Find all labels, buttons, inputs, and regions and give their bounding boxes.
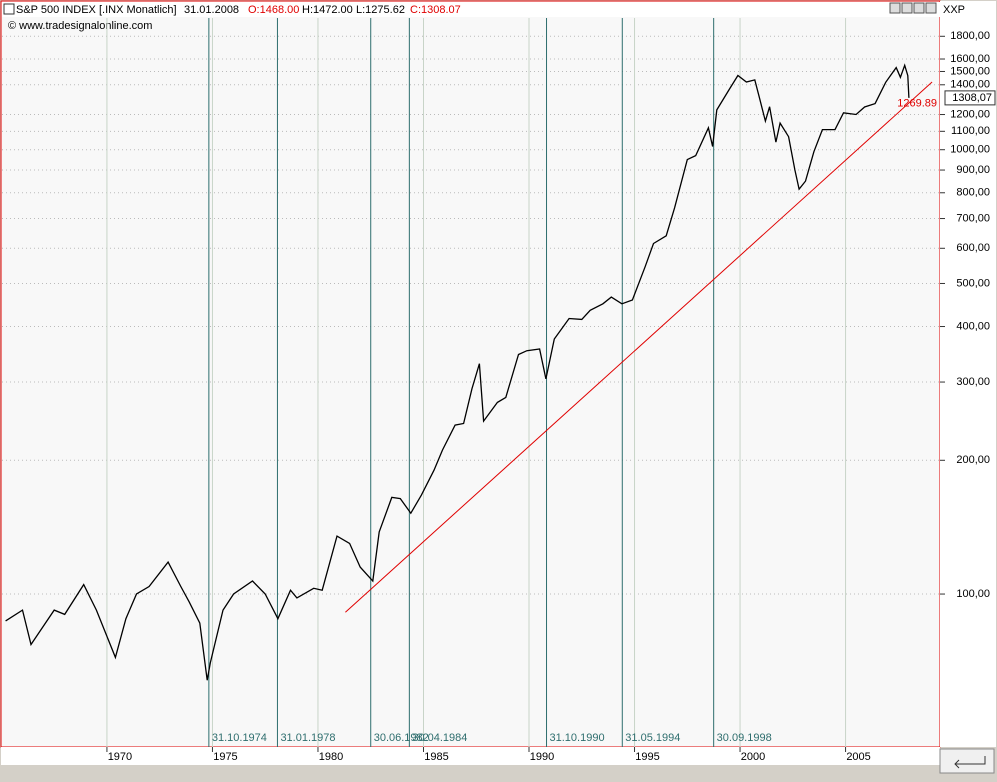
last-price-box — [944, 90, 996, 106]
x-tick-label: 1985 — [424, 751, 448, 763]
event-label: 31.10.1974 — [212, 732, 267, 744]
last-price-label: 1308,07 — [952, 92, 992, 104]
y-tick-label: 300,00 — [956, 376, 990, 388]
event-label: 30.06.1982 — [374, 732, 429, 744]
x-tick-label: 1980 — [319, 751, 343, 763]
return-icon — [954, 756, 986, 769]
x-tick-label: 1975 — [213, 751, 237, 763]
x-tick-label: 1995 — [635, 751, 659, 763]
button-close[interactable] — [925, 2, 937, 14]
y-tick-label: 1400,00 — [950, 79, 990, 91]
y-tick-label: 1200,00 — [950, 108, 990, 120]
button-next[interactable] — [901, 2, 913, 14]
price-line — [5, 63, 910, 681]
plot-area — [0, 0, 941, 748]
trendline — [345, 81, 933, 613]
y-tick-label: 200,00 — [956, 454, 990, 466]
source: © www.tradesignalonline.com — [8, 20, 152, 32]
button-restore[interactable] — [913, 2, 925, 14]
menu-icon[interactable] — [3, 3, 15, 15]
header-date: 31.01.2008 — [184, 4, 239, 16]
y-tick-label: 1800,00 — [950, 30, 990, 42]
event-label: 31.05.1994 — [625, 732, 680, 744]
y-tick-label: 900,00 — [956, 164, 990, 176]
y-tick-label: 700,00 — [956, 212, 990, 224]
x-tick-label: 2005 — [846, 751, 870, 763]
y-axis-panel — [940, 1, 996, 747]
header-high: H:1472.00 — [302, 4, 353, 16]
header-open: O:1468.00 — [248, 4, 299, 16]
event-label: 31.01.1978 — [280, 732, 335, 744]
y-tick-label: 1600,00 — [950, 53, 990, 65]
y-tick-label: 500,00 — [956, 277, 990, 289]
event-label: 30.04.1984 — [412, 732, 467, 744]
y-tick-label: 800,00 — [956, 187, 990, 199]
scroll-button[interactable] — [939, 748, 995, 774]
y-tick-label: 1000,00 — [950, 144, 990, 156]
header-low: L:1275.62 — [356, 4, 405, 16]
axis-code: XXP — [943, 4, 965, 16]
x-tick-label: 2000 — [741, 751, 765, 763]
header-close: C:1308.07 — [410, 4, 461, 16]
event-label: 31.10.1990 — [550, 732, 605, 744]
x-tick-label: 1990 — [530, 751, 554, 763]
y-tick-label: 600,00 — [956, 242, 990, 254]
y-tick-label: 1500,00 — [950, 65, 990, 77]
x-axis-panel — [1, 747, 940, 765]
button-prev[interactable] — [889, 2, 901, 14]
trendline-label: 1269.89 — [897, 98, 937, 110]
chart-title: S&P 500 INDEX [.INX Monatlich] — [16, 4, 177, 16]
header-bar — [2, 2, 940, 17]
y-tick-label: 100,00 — [956, 588, 990, 600]
y-tick-label: 400,00 — [956, 320, 990, 332]
window-buttons — [889, 2, 937, 14]
x-tick-label: 1970 — [108, 751, 132, 763]
y-tick-label: 1100,00 — [951, 125, 990, 137]
event-label: 30.09.1998 — [717, 732, 772, 744]
